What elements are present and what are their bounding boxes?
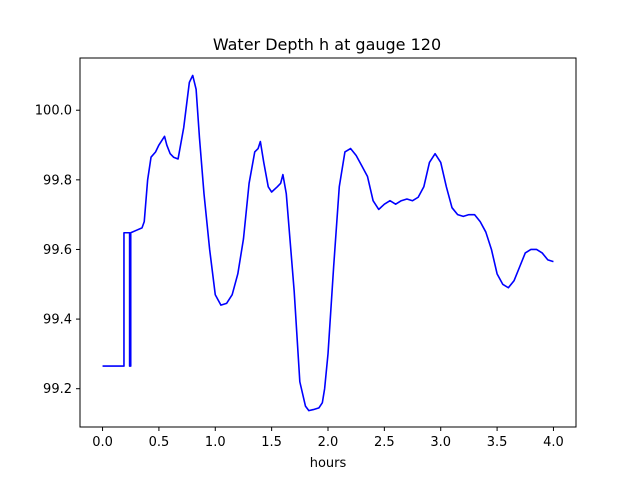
y-tick-label: 99.4 [43,313,72,328]
x-tick-label: 3.5 [487,435,508,450]
chart-title: Water Depth h at gauge 120 [213,35,441,54]
x-tick-label: 1.0 [205,435,226,450]
x-tick-label: 2.0 [318,435,339,450]
x-axis: 0.0 0.5 1.0 1.5 2.0 2.5 3.0 3.5 4.0 [92,427,564,450]
x-tick-label: 1.5 [261,435,282,450]
y-tick-label: 99.8 [43,173,72,188]
x-tick-label: 3.0 [430,435,451,450]
plot-frame [79,57,577,428]
plot-area [79,57,577,428]
x-tick-label: 0.5 [149,435,170,450]
y-tick-label: 99.6 [43,243,72,258]
x-tick-label: 2.5 [374,435,395,450]
x-tick-label: 4.0 [543,435,564,450]
series-layer [102,74,554,412]
y-tick-label: 99.2 [43,382,72,397]
y-axis: 99.2 99.4 99.6 99.8 100.0 [35,104,80,397]
series-line [102,74,554,412]
y-tick-label: 100.0 [35,104,72,119]
x-axis-label: hours [310,456,347,471]
x-tick-label: 0.0 [92,435,113,450]
